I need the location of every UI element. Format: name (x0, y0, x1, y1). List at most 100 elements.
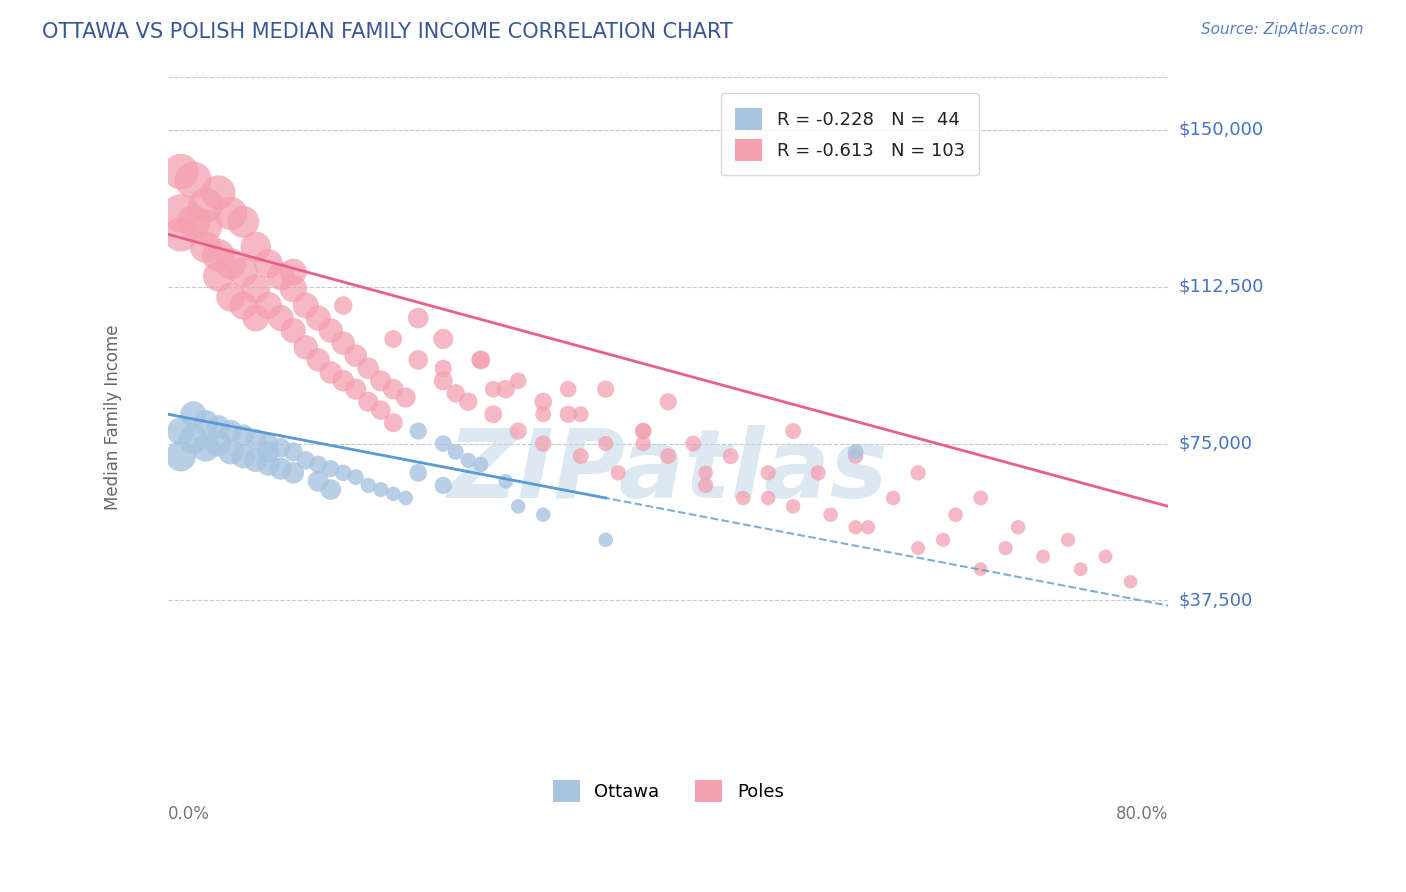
Point (531, 394, 554, 409)
Point (756, 491, 779, 505)
Point (1007, 520, 1029, 534)
Point (382, 487, 405, 501)
Point (245, 282, 267, 296)
Point (344, 349, 367, 363)
Point (270, 461, 292, 475)
Point (194, 198, 217, 212)
Point (720, 449, 742, 463)
Point (432, 332, 454, 346)
Point (194, 240, 217, 254)
Point (307, 474, 329, 488)
Point (170, 449, 193, 463)
Point (470, 352, 492, 367)
Point (856, 520, 879, 534)
Point (294, 453, 316, 467)
Point (170, 164, 193, 178)
Point (1057, 533, 1080, 547)
Point (508, 374, 530, 388)
Point (170, 206, 193, 220)
Point (444, 386, 467, 401)
Point (257, 298, 280, 312)
Point (756, 466, 779, 480)
Point (557, 407, 579, 421)
Point (845, 445, 868, 459)
Point (733, 491, 755, 505)
Point (569, 449, 592, 463)
Point (457, 394, 479, 409)
Point (307, 352, 329, 367)
Point (283, 466, 305, 480)
Point (332, 374, 354, 388)
Point (257, 436, 280, 450)
Point (181, 215, 204, 229)
Point (495, 474, 517, 488)
Point (170, 424, 193, 438)
Point (595, 436, 617, 450)
Point (907, 466, 929, 480)
Point (395, 391, 418, 405)
Point (945, 508, 967, 522)
Point (807, 466, 830, 480)
Point (283, 282, 305, 296)
Point (1032, 549, 1054, 564)
Point (194, 219, 217, 233)
Point (470, 352, 492, 367)
Text: $37,500: $37,500 (1178, 591, 1253, 609)
Point (406, 352, 429, 367)
Point (969, 562, 991, 576)
Text: Median Family Income: Median Family Income (104, 325, 122, 510)
Point (406, 424, 429, 438)
Point (270, 441, 292, 455)
Text: ZIPatlas: ZIPatlas (449, 425, 889, 518)
Point (882, 491, 904, 505)
Point (631, 424, 654, 438)
Point (782, 500, 804, 514)
Point (845, 520, 868, 534)
Point (482, 382, 505, 396)
Point (782, 424, 804, 438)
Point (294, 298, 316, 312)
Point (207, 269, 229, 284)
Point (444, 445, 467, 459)
Point (257, 458, 280, 472)
Point (994, 541, 1017, 556)
Point (1070, 562, 1092, 576)
Point (307, 311, 329, 326)
Point (319, 324, 342, 338)
Point (595, 533, 617, 547)
Point (508, 500, 530, 514)
Point (319, 366, 342, 380)
Point (245, 240, 267, 254)
Point (932, 533, 955, 547)
Point (557, 382, 579, 396)
Text: $112,500: $112,500 (1178, 277, 1264, 295)
Point (820, 508, 842, 522)
Point (181, 173, 204, 187)
Point (406, 466, 429, 480)
Point (283, 324, 305, 338)
Point (432, 374, 454, 388)
Point (531, 407, 554, 421)
Point (395, 491, 418, 505)
Point (207, 436, 229, 450)
Point (270, 269, 292, 284)
Point (232, 428, 254, 442)
Text: OTTAWA VS POLISH MEDIAN FAMILY INCOME CORRELATION CHART: OTTAWA VS POLISH MEDIAN FAMILY INCOME CO… (42, 22, 733, 42)
Point (332, 466, 354, 480)
Text: 80.0%: 80.0% (1116, 805, 1168, 823)
Point (595, 382, 617, 396)
Point (607, 466, 630, 480)
Point (470, 458, 492, 472)
Point (432, 478, 454, 492)
Point (682, 436, 704, 450)
Point (219, 424, 242, 438)
Point (245, 433, 267, 447)
Point (257, 257, 280, 271)
Point (257, 445, 280, 459)
Point (245, 311, 267, 326)
Point (181, 433, 204, 447)
Point (1094, 549, 1116, 564)
Point (495, 382, 517, 396)
Point (283, 445, 305, 459)
Point (219, 445, 242, 459)
